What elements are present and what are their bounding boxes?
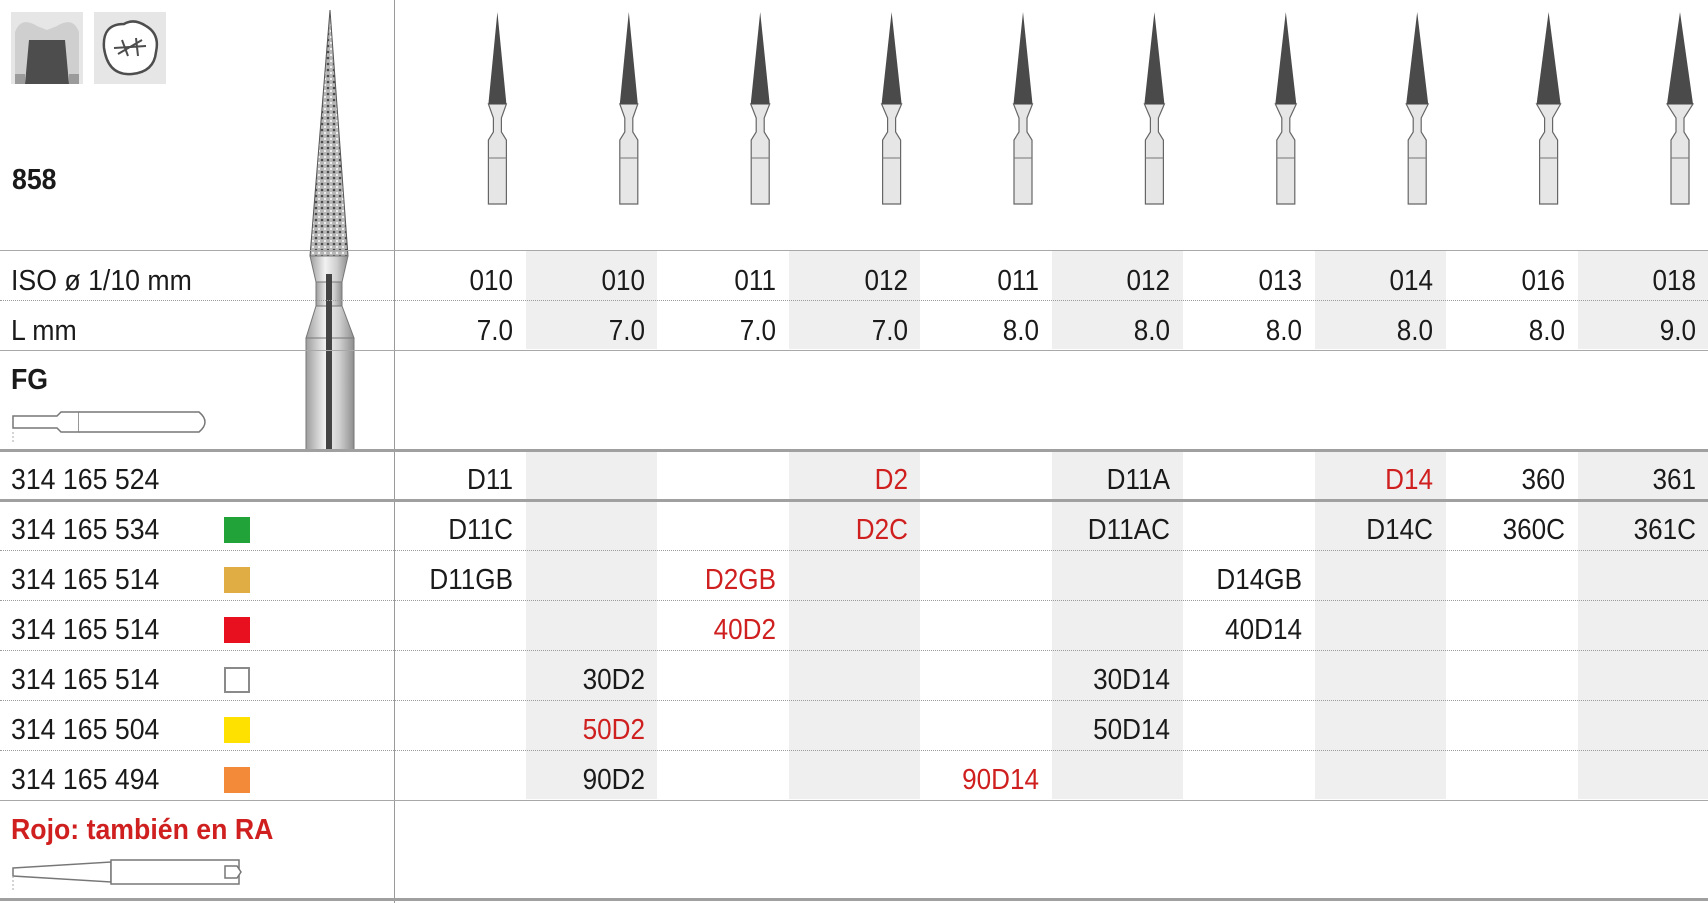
bur-code-cell: 50D2	[582, 714, 645, 746]
row-divider	[0, 750, 1708, 751]
bur-code-cell: 361C	[1633, 514, 1696, 546]
bur-code-cell: D14	[1385, 464, 1434, 496]
bur-illustration	[618, 12, 639, 205]
bur-code-cell: 40D14	[1224, 614, 1302, 646]
iso-value-cell: 012	[864, 265, 908, 297]
bur-code-cell: D11A	[1107, 464, 1171, 496]
bur-illustration	[1274, 12, 1298, 205]
reference-number: 314 165 514	[11, 564, 160, 596]
bur-code-cell: 40D2	[713, 614, 777, 646]
bur-illustration	[1665, 12, 1695, 205]
length-value-cell: 7.0	[871, 315, 908, 347]
length-value-cell: 8.0	[1002, 315, 1039, 347]
bur-code-cell: 30D14	[1093, 664, 1171, 696]
iso-value-cell: 011	[734, 265, 777, 297]
reference-number: 314 165 504	[11, 714, 160, 746]
length-value-cell: 7.0	[608, 315, 645, 347]
bur-code-cell: 30D2	[582, 664, 645, 696]
row-divider	[0, 600, 1708, 601]
row-divider	[0, 300, 1708, 301]
bur-code-cell: 50D14	[1093, 714, 1171, 746]
bur-code-cell: D2	[874, 464, 908, 496]
row-divider	[0, 650, 1708, 651]
reference-number: 314 165 494	[11, 764, 160, 796]
diamond-bur-illustration	[305, 9, 355, 452]
product-code: 858	[12, 164, 57, 196]
bur-code-cell: D11GB	[429, 564, 514, 596]
crown-preparation-icon	[11, 12, 83, 84]
bur-code-cell: 90D14	[962, 764, 1039, 796]
shank-type-label: FG	[11, 364, 49, 396]
column-shade	[1315, 451, 1446, 799]
row-divider	[0, 700, 1708, 701]
iso-value-cell: 010	[601, 265, 645, 297]
bur-illustration	[1012, 12, 1034, 205]
gold-grit-color-swatch	[224, 567, 250, 593]
bur-illustration	[487, 12, 508, 205]
bur-illustration	[749, 12, 771, 205]
occlusal-view-icon	[94, 12, 166, 84]
row-divider	[0, 800, 1708, 801]
column-shade	[789, 451, 920, 799]
length-value-cell: 8.0	[1265, 315, 1302, 347]
bur-code-cell: D2GB	[705, 564, 777, 596]
column-shade	[1578, 451, 1708, 799]
length-value-cell: 8.0	[1396, 315, 1434, 347]
yellow-grit-color-swatch	[224, 717, 250, 743]
length-value-cell: 7.0	[739, 315, 777, 347]
row-divider	[0, 898, 1708, 901]
bur-code-cell: D11	[467, 464, 514, 496]
iso-value-cell: 016	[1521, 265, 1565, 297]
bur-code-cell: D11AC	[1088, 514, 1171, 546]
green-grit-color-swatch	[224, 517, 250, 543]
reference-number: 314 165 514	[11, 614, 160, 646]
bur-illustration	[1405, 12, 1430, 205]
bur-code-cell: 361	[1652, 464, 1696, 496]
ra-shank-icon	[12, 859, 242, 890]
iso-value-cell: 018	[1652, 265, 1696, 297]
column-shade	[526, 451, 657, 799]
row-divider	[0, 449, 1708, 452]
bur-size-illustrations	[487, 12, 1695, 205]
white-grit-color-swatch	[224, 667, 250, 693]
bur-code-cell: D14GB	[1216, 564, 1302, 596]
reference-number: 314 165 514	[11, 664, 160, 696]
footer-note: Rojo: también en RA	[11, 814, 274, 846]
row-divider	[0, 550, 1708, 551]
length-value-cell: 8.0	[1528, 315, 1565, 347]
bur-code-cell: D14C	[1366, 514, 1434, 546]
length-value-cell: 7.0	[477, 315, 514, 347]
length-label: L mm	[11, 315, 77, 347]
iso-diameter-label: ISO ø 1/10 mm	[11, 265, 192, 297]
bur-code-cell: 360C	[1502, 514, 1565, 546]
bur-illustration	[1143, 12, 1166, 205]
row-divider	[0, 499, 1708, 502]
fg-shank-icon	[12, 411, 206, 442]
row-divider	[0, 350, 1708, 351]
row-divider	[0, 250, 1708, 251]
iso-value-cell: 014	[1389, 265, 1434, 297]
bur-code-cell: 90D2	[582, 764, 645, 796]
bur-illustration	[880, 12, 903, 205]
bur-illustration	[1535, 12, 1562, 205]
reference-number: 314 165 534	[11, 514, 160, 546]
orange-grit-color-swatch	[224, 767, 250, 793]
bur-code-cell: 360	[1521, 464, 1565, 496]
column-shade	[1052, 451, 1183, 799]
iso-value-cell: 010	[469, 265, 514, 297]
iso-value-cell: 011	[997, 265, 1039, 297]
bur-code-cell: D2C	[855, 514, 908, 546]
reference-number: 314 165 524	[11, 464, 160, 496]
length-value-cell: 8.0	[1134, 315, 1171, 347]
length-value-cell: 9.0	[1659, 315, 1696, 347]
bur-code-cell: D11C	[448, 514, 514, 546]
red-grit-color-swatch	[224, 617, 250, 643]
iso-value-cell: 012	[1126, 265, 1171, 297]
iso-value-cell: 013	[1258, 265, 1302, 297]
